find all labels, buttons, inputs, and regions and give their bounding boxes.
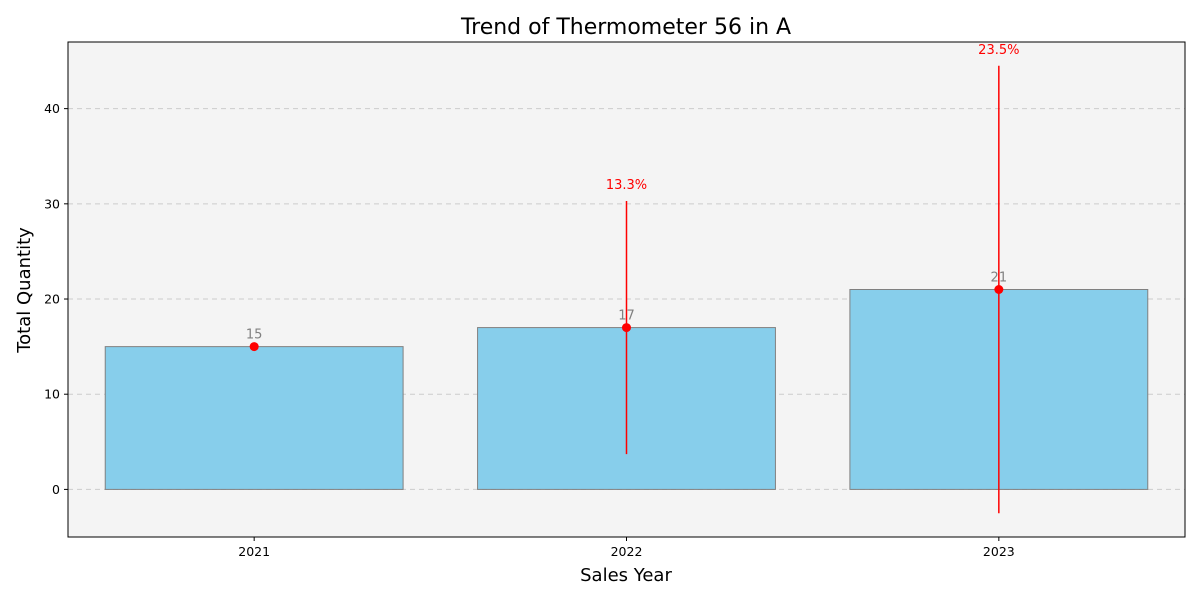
value-label: 17 [618, 309, 635, 324]
bar [104, 346, 404, 490]
y-axis: 0 10 20 30 40 [44, 101, 68, 497]
value-label: 15 [246, 328, 263, 343]
y-tick-label: 20 [44, 292, 60, 307]
data-labels: 15 17 13.3% 21 23.5% [246, 43, 1020, 343]
y-tick-label: 40 [44, 101, 60, 116]
data-point [622, 323, 631, 333]
x-axis: 2021 2022 2023 [238, 537, 1015, 559]
y-tick-label: 0 [52, 482, 60, 497]
chart-title: Trend of Thermometer 56 in A [460, 15, 791, 40]
y-tick-label: 30 [44, 196, 60, 211]
markers [249, 285, 1004, 352]
x-tick-label: 2021 [238, 544, 270, 559]
x-tick-label: 2022 [611, 544, 643, 559]
data-point [994, 285, 1004, 294]
y-axis-label: Total Quantity [14, 227, 35, 354]
x-tick-label: 2023 [983, 544, 1015, 559]
x-axis-label: Sales Year [580, 565, 672, 586]
data-point [249, 342, 259, 352]
plot-area: 15 17 13.3% 21 23.5% [67, 41, 1186, 538]
value-label: 21 [991, 271, 1008, 286]
change-label: 23.5% [978, 43, 1019, 58]
y-tick-label: 10 [44, 387, 60, 402]
change-label: 13.3% [606, 178, 647, 193]
